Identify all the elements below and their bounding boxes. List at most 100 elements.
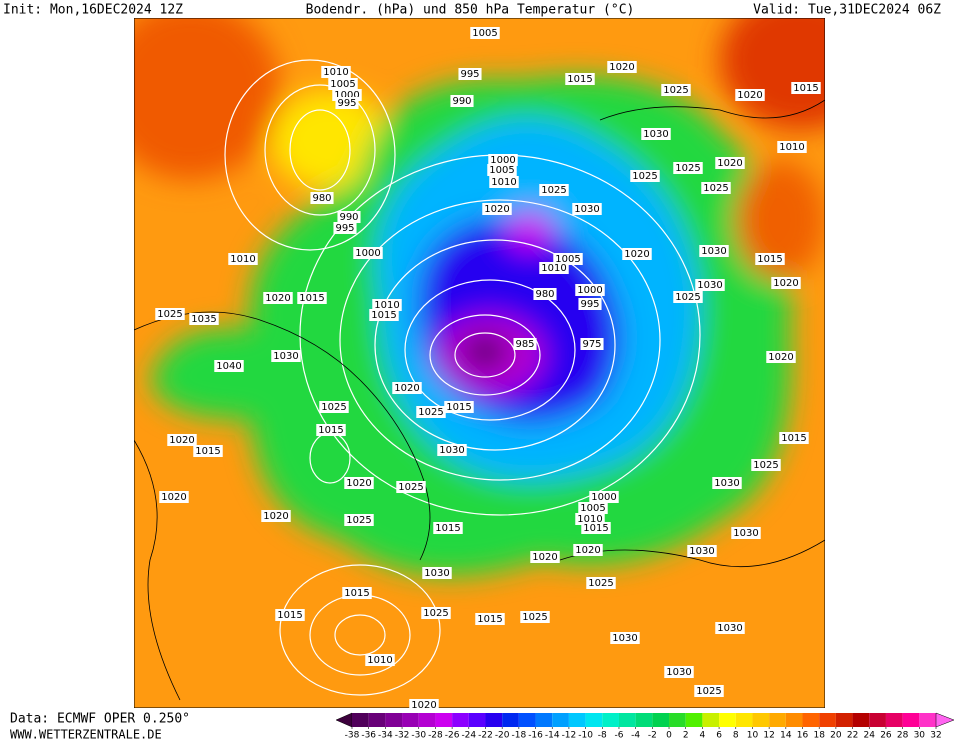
isobar-label: 1010 xyxy=(323,67,348,78)
colorbar-tick-label: -16 xyxy=(528,731,543,741)
isobar-label: 1015 xyxy=(299,293,324,304)
isobar-label-box xyxy=(337,211,361,223)
colorbar-tick-label: 18 xyxy=(813,731,825,741)
isobar-label-box xyxy=(575,284,605,296)
isobar-label-box xyxy=(731,527,761,539)
isobar-label-box xyxy=(310,192,334,204)
isobar-label-box xyxy=(333,222,357,234)
isobar-label: 1025 xyxy=(675,163,700,174)
isobar-label: 1025 xyxy=(541,185,566,196)
isobar-label: 1000 xyxy=(591,492,616,503)
isobar-label: 1015 xyxy=(344,588,369,599)
isobar-label-box xyxy=(321,66,351,78)
isobar-label: 1025 xyxy=(703,183,728,194)
colorbar-tick-label: -26 xyxy=(445,731,460,741)
colorbar-segment xyxy=(435,713,453,727)
isobar-label: 1025 xyxy=(423,608,448,619)
isobar-label-box xyxy=(372,299,402,311)
isobar-label-box xyxy=(715,157,745,169)
colorbar-segment xyxy=(902,713,920,727)
isobar-label-box xyxy=(335,97,359,109)
isobar-label-box xyxy=(297,292,327,304)
isobar-label: 1015 xyxy=(435,523,460,534)
colorbar-tick-label: -30 xyxy=(411,731,426,741)
isobar-label: 1020 xyxy=(717,158,742,169)
isobar-label-box xyxy=(580,338,604,350)
isobar-label: 1015 xyxy=(793,83,818,94)
colorbar: -38 -36 -34 -32 -30 -28 -26 -24 -22 -20 -18 -16 -14-… xyxy=(335,712,955,741)
isobar-label-box xyxy=(344,477,374,489)
isobar-label-box xyxy=(715,622,745,634)
isobar-label-box xyxy=(573,544,603,556)
isobar-label-box xyxy=(589,491,619,503)
isobar-label: 1020 xyxy=(161,492,186,503)
isobar-label-box xyxy=(661,84,691,96)
isobar-label: 1030 xyxy=(643,129,668,140)
isobar-label: 1000 xyxy=(490,155,515,166)
colorbar-tick-label: -38 xyxy=(345,731,360,741)
isobar-label-box xyxy=(271,350,301,362)
init-time: Init: Mon,16DEC2024 12Z xyxy=(3,3,183,18)
isobar-label: 995 xyxy=(460,69,479,80)
isobar-label: 1020 xyxy=(411,700,436,711)
isobar-label: 1030 xyxy=(689,546,714,557)
isobar-label: 1030 xyxy=(701,246,726,257)
isobar-label-box xyxy=(641,128,671,140)
isobar-label-box xyxy=(673,162,703,174)
isobar-label: 1015 xyxy=(195,446,220,457)
colorbar-tick-label: 0 xyxy=(666,731,672,741)
isobar-label-box xyxy=(261,510,291,522)
isobar-label-box xyxy=(539,184,569,196)
isobar-label: 1005 xyxy=(555,254,580,265)
isobar-label-box xyxy=(581,522,611,534)
isobar-label: 1015 xyxy=(757,254,782,265)
isobars xyxy=(224,59,701,696)
isobar-label: 990 xyxy=(339,212,358,223)
isobar-label: 990 xyxy=(452,96,471,107)
colorbar-tick-label: 4 xyxy=(700,731,706,741)
colorbar-tick-label: -8 xyxy=(598,731,607,741)
isobar-label-box xyxy=(155,308,185,320)
colorbar-tick-label: -2 xyxy=(648,731,657,741)
isobar-label-box xyxy=(572,203,602,215)
colorbar-segment xyxy=(502,713,519,727)
isobar-label-box xyxy=(766,351,796,363)
colorbar-segment xyxy=(602,713,619,727)
isobar-label: 1020 xyxy=(737,90,762,101)
isobar-label: 1025 xyxy=(663,85,688,96)
isobar-label-box xyxy=(694,685,724,697)
isobar-label: 1005 xyxy=(472,28,497,39)
isobar-label: 1015 xyxy=(567,74,592,85)
isobar-label-box xyxy=(487,164,517,176)
isobar-label: 1020 xyxy=(265,293,290,304)
colorbar-tick-label: 28 xyxy=(897,731,909,741)
isobar-label: 1025 xyxy=(696,686,721,697)
isobar-label-box xyxy=(712,477,742,489)
isobar-label: 1030 xyxy=(439,445,464,456)
isobar-label-box xyxy=(342,587,372,599)
isobar-label: 995 xyxy=(580,299,599,310)
isobar-label: 1025 xyxy=(398,482,423,493)
colorbar-tick-label: -20 xyxy=(495,731,510,741)
colorbar-tick-label: 32 xyxy=(930,731,941,741)
isobar-label: 1015 xyxy=(781,433,806,444)
isobar-label-box xyxy=(319,401,349,413)
isobar-label: 1030 xyxy=(697,280,722,291)
isobar-label-box xyxy=(409,699,439,711)
isobar-label: 995 xyxy=(337,98,356,109)
isobar-label-box xyxy=(369,309,399,321)
colorbar-segment xyxy=(669,713,686,727)
isobar-label-box xyxy=(586,577,616,589)
isobar-label-box xyxy=(610,632,640,644)
isobar-label: 1000 xyxy=(334,90,359,101)
isobar-label-box xyxy=(214,360,244,372)
isobar-label: 1040 xyxy=(216,361,241,372)
colorbar-segment xyxy=(402,713,419,727)
isobar-label: 1010 xyxy=(230,254,255,265)
isobar-label-box xyxy=(687,545,717,557)
valid-time: Valid: Tue,31DEC2024 06Z xyxy=(753,3,941,18)
isobar-label-box xyxy=(520,611,550,623)
isobar-label: 1015 xyxy=(446,402,471,413)
isobar-label-box xyxy=(673,291,703,303)
